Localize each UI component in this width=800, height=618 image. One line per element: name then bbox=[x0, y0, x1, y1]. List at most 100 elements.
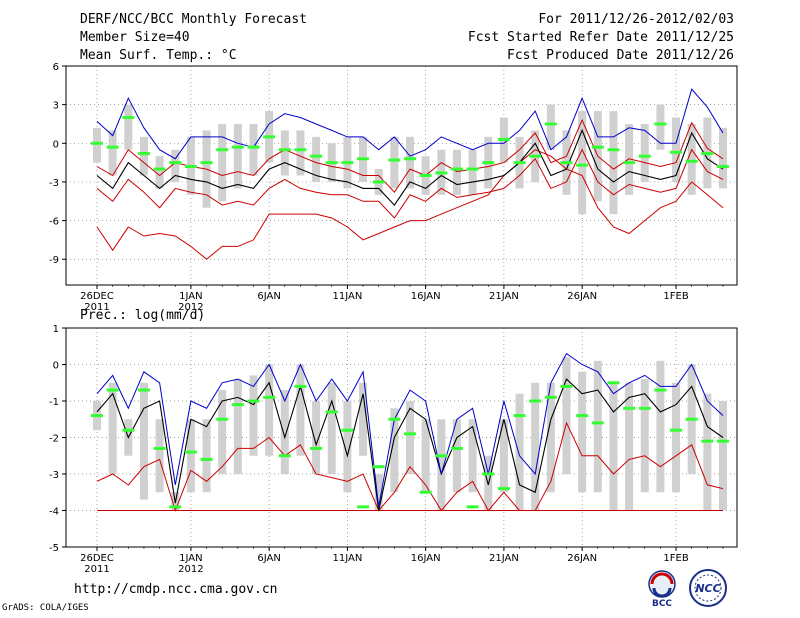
precip-line-mean bbox=[96, 378, 724, 511]
precip-ensemble-marker bbox=[638, 406, 651, 410]
temp-ytick-label: 0 bbox=[53, 139, 59, 150]
temp-ensemble-marker bbox=[184, 164, 197, 168]
temp-ensemble-marker bbox=[435, 171, 448, 175]
temp-xtick-year: 2011 bbox=[84, 302, 109, 313]
precip-spread-bar bbox=[452, 419, 461, 493]
precip-spread-bar bbox=[609, 382, 618, 511]
temp-xtick-label: 6JAN bbox=[257, 291, 280, 302]
temp-spread-bar bbox=[139, 136, 148, 176]
precip-xtick-label: 16JAN bbox=[411, 553, 441, 564]
temp-ensemble-marker bbox=[388, 158, 401, 162]
temp-ensemble-marker bbox=[341, 161, 354, 165]
precip-spread-bar bbox=[578, 371, 587, 493]
precip-ensemble-marker bbox=[91, 414, 103, 418]
precip-ensemble-marker bbox=[670, 428, 683, 432]
precip-spread-bar bbox=[390, 408, 399, 493]
precip-spread-bar bbox=[562, 357, 571, 474]
precip-ensemble-marker bbox=[701, 439, 714, 443]
precip-ytick-label: -4 bbox=[49, 507, 59, 518]
temp-spread-bar bbox=[609, 111, 618, 215]
precip-ensemble-marker bbox=[404, 432, 416, 436]
temp-ensemble-marker bbox=[497, 137, 510, 141]
precip-ytick-label: 0 bbox=[53, 361, 59, 372]
source-url[interactable]: http://cmdp.ncc.cma.gov.cn bbox=[74, 582, 278, 597]
precip-spread-bar bbox=[656, 360, 665, 493]
precip-ensemble-marker bbox=[717, 439, 729, 443]
temp-ensemble-marker bbox=[404, 157, 416, 161]
precip-spread-bar bbox=[593, 360, 602, 493]
precip-spread-bar bbox=[202, 419, 211, 493]
precip-spread-bar bbox=[515, 393, 524, 511]
precip-label: Prec.: log(mm/d) bbox=[80, 308, 206, 323]
precip-ensemble-marker bbox=[591, 421, 604, 425]
precip-ensemble-marker bbox=[310, 446, 323, 450]
grads-credit: GrADS: COLA/IGES bbox=[2, 603, 89, 613]
temp-line-upper bbox=[96, 118, 724, 193]
temp-spread-bar bbox=[546, 104, 555, 150]
precip-ensemble-marker bbox=[106, 388, 119, 392]
precip-spread-bar bbox=[374, 474, 383, 511]
temp-ytick-label: 3 bbox=[53, 101, 59, 112]
precip-spread-bar bbox=[312, 401, 321, 474]
precip-ensemble-marker bbox=[169, 505, 182, 509]
temp-ensemble-marker bbox=[701, 152, 714, 156]
precip-spread-bar bbox=[280, 390, 289, 474]
precip-ensemble-marker bbox=[341, 428, 354, 432]
temp-frame bbox=[65, 65, 738, 286]
precip-line-min bbox=[96, 421, 724, 513]
precip-xtick-label: 21JAN bbox=[489, 553, 519, 564]
precip-ensemble-marker bbox=[372, 465, 385, 469]
temp-spread-bar bbox=[249, 123, 258, 176]
temp-ensemble-marker bbox=[419, 174, 432, 177]
precip-spread-bar bbox=[265, 364, 274, 456]
precip-ensemble-marker bbox=[184, 450, 197, 454]
temp-ensemble-marker bbox=[278, 148, 291, 152]
temp-ensemble-marker bbox=[560, 161, 573, 165]
temp-spread-bar bbox=[93, 127, 101, 163]
temp-xtick-label: 1JAN bbox=[179, 291, 202, 302]
temp-spread-bar bbox=[640, 123, 649, 182]
temp-ensemble-marker bbox=[357, 157, 370, 161]
temp-ensemble-marker bbox=[122, 116, 135, 120]
precip-spread-bar bbox=[186, 419, 195, 493]
temp-ensemble-marker bbox=[654, 122, 667, 126]
precip-spread-bar bbox=[437, 419, 446, 511]
precip-spread-bar bbox=[327, 382, 336, 474]
temp-line-lower bbox=[96, 148, 724, 219]
temp-xtick-label: 21JAN bbox=[489, 291, 519, 302]
temp-ensemble-marker bbox=[544, 122, 557, 126]
temp-ensemble-marker bbox=[685, 159, 698, 163]
temp-line-min bbox=[96, 149, 724, 260]
temp-ensemble-marker bbox=[153, 167, 166, 171]
precip-ensemble-marker bbox=[513, 414, 526, 418]
precip-ensemble-marker bbox=[529, 399, 542, 403]
temp-ensemble-marker bbox=[513, 161, 526, 165]
precip-xtick-year: 2011 bbox=[84, 564, 109, 575]
precip-xtick-label: 11JAN bbox=[332, 553, 362, 564]
temp-ensemble-marker bbox=[372, 180, 385, 184]
chart-title: DERF/NCC/BCC Monthly Forecast bbox=[80, 12, 307, 27]
temp-ensemble-marker bbox=[591, 145, 604, 149]
precip-ensemble-marker bbox=[294, 384, 307, 388]
temp-ensemble-marker bbox=[91, 141, 103, 145]
precip-ensemble-marker bbox=[263, 395, 276, 399]
precip-spread-bar bbox=[249, 375, 258, 456]
temp-xtick-label: 26JAN bbox=[567, 291, 597, 302]
precip-ensemble-marker bbox=[544, 395, 557, 399]
precip-ensemble-marker bbox=[231, 403, 244, 407]
precip-spread-bar bbox=[531, 382, 540, 511]
temp-ensemble-marker bbox=[247, 145, 260, 149]
temp-ensemble-marker bbox=[717, 164, 729, 168]
precip-ensemble-marker bbox=[435, 454, 448, 458]
precip-ensemble-marker bbox=[200, 457, 213, 461]
precip-ensemble-marker bbox=[216, 417, 229, 421]
precip-xtick-label: 26JAN bbox=[567, 553, 597, 564]
precip-spread-bar bbox=[359, 382, 368, 456]
variable-label: Mean Surf. Temp.: °C bbox=[80, 48, 237, 63]
precip-ensemble-marker bbox=[357, 505, 370, 509]
precip-ensemble-marker bbox=[560, 384, 573, 388]
precip-spread-bar bbox=[233, 379, 242, 474]
temp-xtick-label: 11JAN bbox=[332, 291, 362, 302]
precip-ensemble-marker bbox=[325, 410, 338, 414]
bcc-logo: BCC bbox=[640, 568, 684, 609]
